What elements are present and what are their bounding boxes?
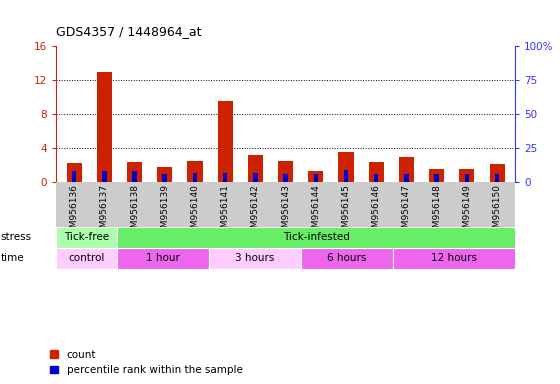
Text: Tick-infested: Tick-infested	[283, 232, 349, 242]
Text: GSM956144: GSM956144	[311, 184, 320, 239]
Text: time: time	[1, 253, 25, 263]
Text: GSM956137: GSM956137	[100, 184, 109, 239]
Text: stress: stress	[1, 232, 32, 242]
Text: GSM956149: GSM956149	[463, 184, 472, 239]
Bar	[102, 171, 106, 182]
Bar	[127, 162, 142, 182]
Bar	[393, 248, 515, 269]
Bar	[97, 71, 112, 182]
Bar	[223, 173, 227, 182]
Bar	[459, 169, 474, 182]
Bar	[338, 152, 353, 182]
Bar	[117, 248, 209, 269]
Bar	[495, 174, 500, 182]
Bar	[193, 173, 197, 182]
Bar	[132, 171, 137, 182]
Bar	[117, 227, 515, 248]
Bar	[429, 169, 444, 182]
Bar	[56, 227, 117, 248]
Bar	[435, 174, 439, 182]
Text: GSM956147: GSM956147	[402, 184, 411, 239]
Text: GSM956140: GSM956140	[190, 184, 199, 239]
Text: 6 hours: 6 hours	[327, 253, 366, 263]
Bar	[188, 161, 203, 182]
Bar	[465, 174, 469, 182]
Legend: count, percentile rank within the sample: count, percentile rank within the sample	[50, 350, 242, 375]
Text: GSM956146: GSM956146	[372, 184, 381, 239]
Bar	[314, 174, 318, 182]
Bar	[489, 164, 505, 182]
Bar	[253, 173, 258, 182]
Bar	[157, 167, 172, 182]
Text: Tick-free: Tick-free	[64, 232, 109, 242]
Text: GDS4357 / 1448964_at: GDS4357 / 1448964_at	[56, 25, 202, 38]
Text: 1 hour: 1 hour	[146, 253, 180, 263]
Text: GSM956143: GSM956143	[281, 184, 290, 239]
Text: 3 hours: 3 hours	[235, 253, 274, 263]
Text: 12 hours: 12 hours	[431, 253, 477, 263]
Text: GSM956138: GSM956138	[130, 184, 139, 239]
Text: GSM956139: GSM956139	[160, 184, 169, 239]
Bar	[368, 162, 384, 182]
Text: GSM956141: GSM956141	[221, 184, 230, 239]
Text: control: control	[68, 253, 105, 263]
Bar	[374, 174, 379, 182]
Bar	[162, 174, 167, 182]
Bar	[209, 248, 301, 269]
Bar	[283, 174, 288, 182]
Text: GSM956136: GSM956136	[69, 184, 78, 239]
Bar	[301, 248, 393, 269]
Text: GSM956145: GSM956145	[342, 184, 351, 239]
Bar	[218, 101, 233, 182]
Text: GSM956150: GSM956150	[493, 184, 502, 239]
Text: GSM956148: GSM956148	[432, 184, 441, 239]
Text: GSM956142: GSM956142	[251, 184, 260, 239]
Bar	[72, 171, 76, 182]
Bar	[56, 248, 117, 269]
Bar	[248, 155, 263, 182]
Bar	[308, 171, 323, 182]
Bar	[404, 174, 409, 182]
Bar	[278, 161, 293, 182]
Bar	[67, 164, 82, 182]
Bar	[344, 170, 348, 182]
Bar	[399, 157, 414, 182]
